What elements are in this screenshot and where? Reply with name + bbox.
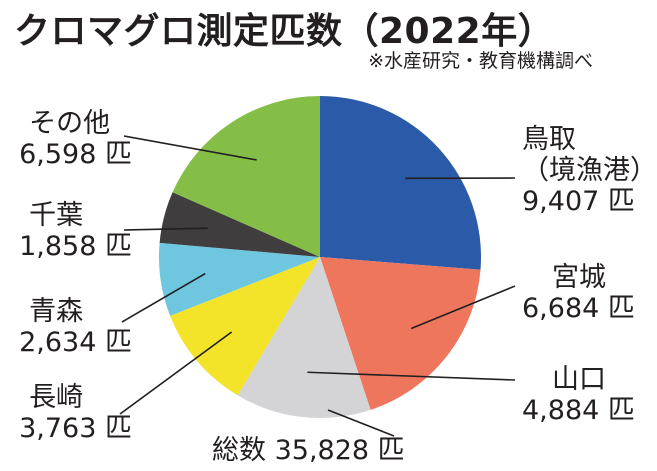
label-tottori: 鳥取 （境漁港） 9,407 匹 <box>522 124 657 217</box>
slice-name: 鳥取 <box>522 124 576 155</box>
label-nagasaki: 長崎 3,763 匹 <box>19 382 132 444</box>
slice-name: 宮城 <box>552 262 606 293</box>
slice-name: 千葉 <box>29 200 84 231</box>
slice-value: 2,634 匹 <box>19 327 132 358</box>
slice-value: 6,598 匹 <box>19 139 132 170</box>
pie-slice-6 <box>159 192 320 257</box>
pie-slice-5 <box>158 242 320 316</box>
leader-line-2 <box>410 285 516 330</box>
pie-slice-4 <box>170 257 320 396</box>
leader-line-total <box>327 409 395 437</box>
label-aomori: 青森 2,634 匹 <box>19 296 132 358</box>
leader-line-3 <box>307 371 516 381</box>
leader-line-5 <box>121 272 206 323</box>
pie-slice-2 <box>320 257 481 410</box>
slice-name: 山口 <box>552 364 606 395</box>
leader-line-4 <box>119 331 233 415</box>
slice-value: 1,858 匹 <box>19 231 132 262</box>
slice-value: 3,763 匹 <box>19 413 132 444</box>
label-other: その他 6,598 匹 <box>19 108 132 170</box>
total-label: 総数 35,828 匹 <box>212 435 405 466</box>
slice-value: 9,407 匹 <box>522 186 635 217</box>
slice-name: 長崎 <box>29 382 84 413</box>
slice-name: その他 <box>29 108 111 139</box>
pie-slice-1 <box>320 96 482 270</box>
slice-name: 青森 <box>29 296 84 327</box>
slice-sub: （境漁港） <box>522 155 657 186</box>
chart-title: クロマグロ測定匹数（2022年） <box>14 11 555 52</box>
slice-value: 4,884 匹 <box>522 395 635 426</box>
label-chiba: 千葉 1,858 匹 <box>19 200 132 262</box>
source-note: ※水産研究・教育機構調べ <box>368 50 593 72</box>
label-miyagi: 宮城 6,684 匹 <box>522 262 635 324</box>
leader-line-7 <box>123 135 257 161</box>
pie-slice-3 <box>237 257 371 418</box>
pie-slice-7 <box>172 96 320 257</box>
leader-line-6 <box>123 227 208 231</box>
label-yamaguchi: 山口 4,884 匹 <box>522 364 635 426</box>
slice-value: 6,684 匹 <box>522 293 635 324</box>
